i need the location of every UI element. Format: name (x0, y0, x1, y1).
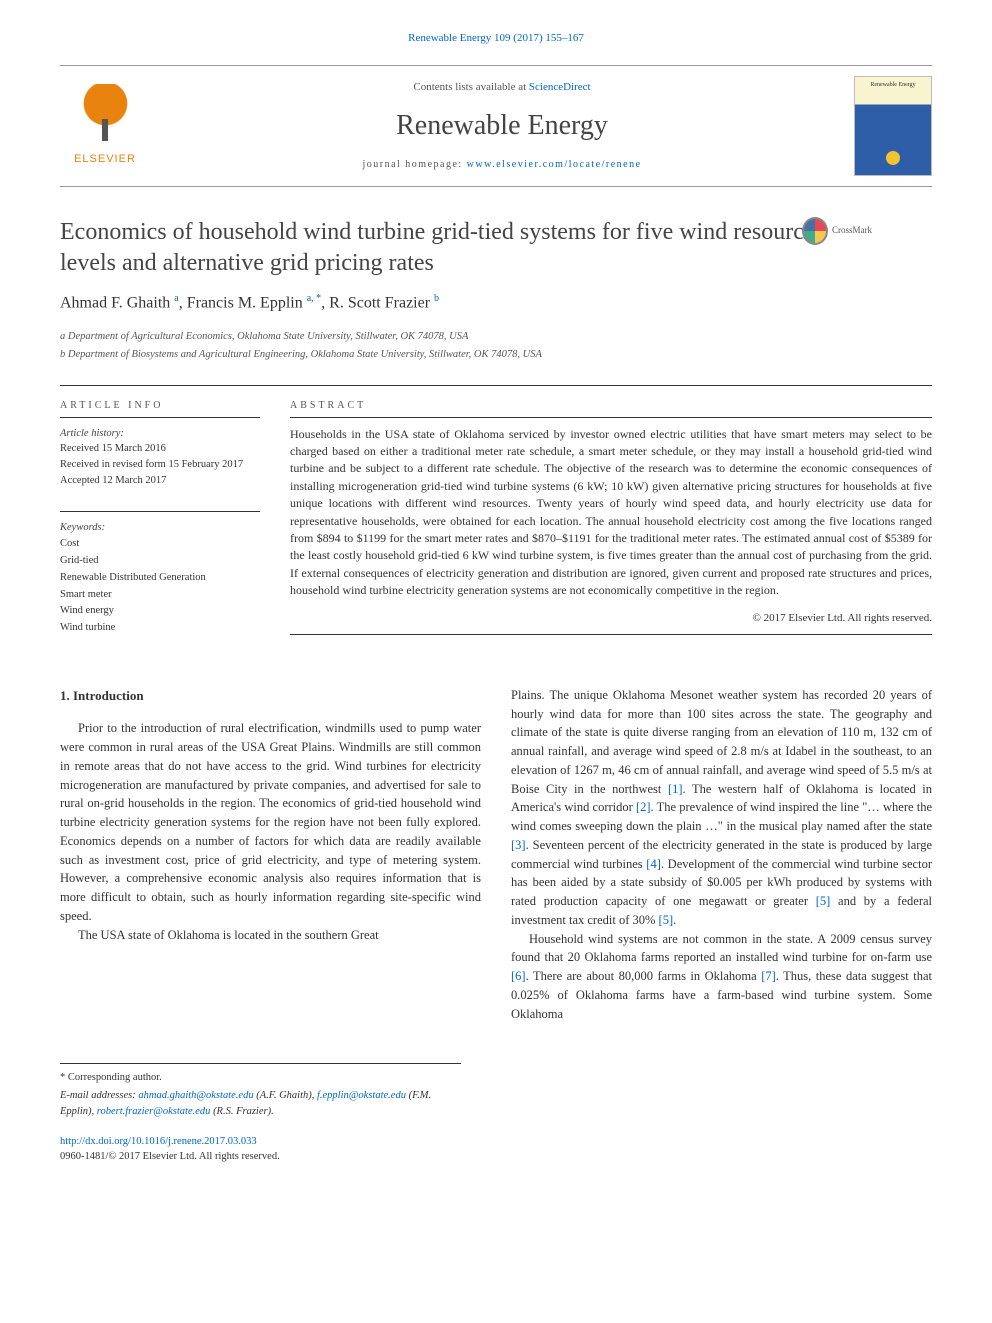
homepage-link[interactable]: www.elsevier.com/locate/renene (467, 159, 642, 170)
email-2[interactable]: f.epplin@okstate.edu (317, 1090, 406, 1101)
history-received: Received 15 March 2016 (60, 441, 260, 457)
citation-line: Renewable Energy 109 (2017) 155–167 (60, 30, 932, 47)
crossmark-icon (802, 217, 828, 245)
header-center: Contents lists available at ScienceDirec… (150, 79, 854, 173)
intro-p2-start: The USA state of Oklahoma is located in … (60, 926, 481, 945)
author-3-aff[interactable]: b (434, 293, 439, 304)
author-3: R. Scott Frazier (329, 294, 430, 311)
ref-4[interactable]: [4] (646, 857, 661, 871)
keyword: Cost (60, 536, 260, 552)
body-column-right: Plains. The unique Oklahoma Mesonet weat… (511, 686, 932, 1024)
abstract-copyright: © 2017 Elsevier Ltd. All rights reserved… (290, 610, 932, 636)
intro-p3: Household wind systems are not common in… (511, 930, 932, 1024)
elsevier-tree-icon (78, 84, 133, 149)
p2c-a: Plains. The unique Oklahoma Mesonet weat… (511, 688, 932, 796)
crossmark-badge[interactable]: CrossMark (802, 217, 872, 245)
email-1[interactable]: ahmad.ghaith@okstate.edu (138, 1090, 253, 1101)
ref-2[interactable]: [2] (636, 800, 651, 814)
issn-copyright: 0960-1481/© 2017 Elsevier Ltd. All right… (60, 1149, 932, 1165)
journal-name: Renewable Energy (150, 105, 854, 147)
crossmark-label: CrossMark (832, 224, 872, 238)
contents-prefix: Contents lists available at (413, 81, 528, 93)
article-info-heading: ARTICLE INFO (60, 398, 260, 413)
footnotes: * Corresponding author. E-mail addresses… (60, 1063, 461, 1119)
ref-5a[interactable]: [5] (816, 894, 831, 908)
history-accepted: Accepted 12 March 2017 (60, 473, 260, 489)
elsevier-logo[interactable]: ELSEVIER (60, 84, 150, 168)
title-row: CrossMark Economics of household wind tu… (60, 217, 932, 279)
abstract-column: ABSTRACT Households in the USA state of … (290, 398, 932, 636)
section-1-heading: 1. Introduction (60, 686, 481, 706)
affiliation-b: b Department of Biosystems and Agricultu… (60, 347, 932, 363)
article-info-column: ARTICLE INFO Article history: Received 1… (60, 398, 260, 636)
ref-7[interactable]: [7] (761, 969, 776, 983)
ref-3[interactable]: [3] (511, 838, 526, 852)
corresponding-author-label: * Corresponding author. (60, 1070, 461, 1086)
author-2-aff[interactable]: a, * (307, 293, 321, 304)
keyword: Renewable Distributed Generation (60, 570, 260, 586)
authors-line: Ahmad F. Ghaith a, Francis M. Epplin a, … (60, 291, 932, 315)
doi-block: http://dx.doi.org/10.1016/j.renene.2017.… (60, 1134, 932, 1166)
article-title: Economics of household wind turbine grid… (60, 217, 840, 279)
sciencedirect-link[interactable]: ScienceDirect (529, 81, 591, 93)
journal-header: ELSEVIER Contents lists available at Sci… (60, 65, 932, 187)
email-1-who: (A.F. Ghaith), (256, 1090, 314, 1101)
homepage-line: journal homepage: www.elsevier.com/locat… (150, 157, 854, 172)
abstract-body: Households in the USA state of Oklahoma … (290, 417, 932, 600)
author-1-aff[interactable]: a (174, 293, 178, 304)
keywords-label: Keywords: (60, 520, 260, 536)
email-addresses: E-mail addresses: ahmad.ghaith@okstate.e… (60, 1088, 461, 1120)
body-column-left: 1. Introduction Prior to the introductio… (60, 686, 481, 1024)
homepage-prefix: journal homepage: (362, 159, 466, 170)
ref-6[interactable]: [6] (511, 969, 526, 983)
doi-link[interactable]: http://dx.doi.org/10.1016/j.renene.2017.… (60, 1136, 257, 1147)
cover-sun-icon (886, 151, 900, 165)
email-label: E-mail addresses: (60, 1090, 136, 1101)
body-columns: 1. Introduction Prior to the introductio… (60, 686, 932, 1024)
keywords-block: Keywords: Cost Grid-tied Renewable Distr… (60, 511, 260, 636)
keyword: Grid-tied (60, 553, 260, 569)
p2c-g: . (673, 913, 676, 927)
affiliations: a Department of Agricultural Economics, … (60, 329, 932, 363)
history-block: Article history: Received 15 March 2016 … (60, 417, 260, 489)
email-3-who: (R.S. Frazier). (213, 1106, 274, 1117)
history-label: Article history: (60, 426, 260, 442)
author-2: Francis M. Epplin (187, 294, 303, 311)
keyword: Wind turbine (60, 620, 260, 636)
author-1: Ahmad F. Ghaith (60, 294, 170, 311)
intro-p1: Prior to the introduction of rural elect… (60, 719, 481, 925)
divider (60, 385, 932, 386)
history-revised: Received in revised form 15 February 201… (60, 457, 260, 473)
contents-available-line: Contents lists available at ScienceDirec… (150, 79, 854, 96)
citation-link[interactable]: Renewable Energy 109 (2017) 155–167 (408, 32, 584, 44)
journal-cover-thumbnail[interactable]: Renewable Energy (854, 76, 932, 176)
cover-title: Renewable Energy (870, 82, 915, 88)
ref-5b[interactable]: [5] (659, 913, 674, 927)
abstract-heading: ABSTRACT (290, 398, 932, 413)
info-abstract-row: ARTICLE INFO Article history: Received 1… (60, 398, 932, 636)
keyword: Smart meter (60, 587, 260, 603)
intro-p2-cont: Plains. The unique Oklahoma Mesonet weat… (511, 686, 932, 930)
keyword: Wind energy (60, 603, 260, 619)
ref-1[interactable]: [1] (668, 782, 683, 796)
elsevier-brand-text: ELSEVIER (74, 151, 136, 168)
p3-a: Household wind systems are not common in… (511, 932, 932, 965)
affiliation-a: a Department of Agricultural Economics, … (60, 329, 932, 345)
email-3[interactable]: robert.frazier@okstate.edu (97, 1106, 211, 1117)
p3-b: . There are about 80,000 farms in Oklaho… (526, 969, 762, 983)
